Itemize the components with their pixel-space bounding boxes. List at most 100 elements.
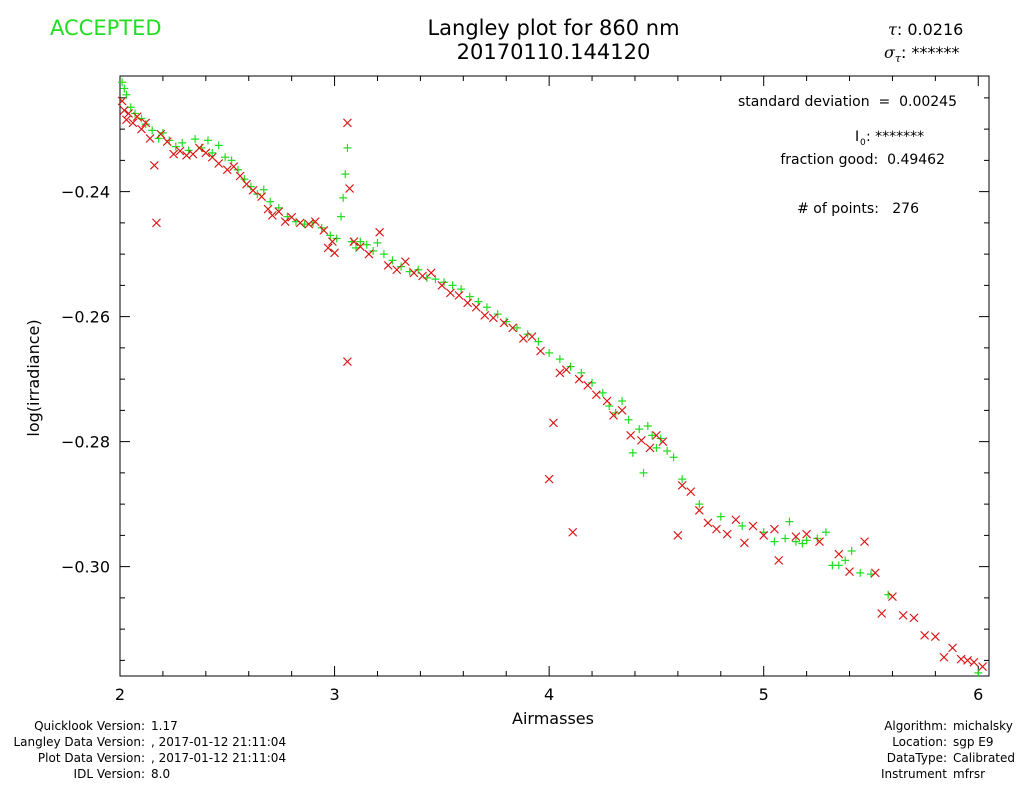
rejected-point-marker bbox=[400, 257, 410, 267]
good-point-marker bbox=[131, 109, 140, 118]
good-point-marker bbox=[203, 136, 212, 145]
rejected-point-marker bbox=[392, 265, 402, 275]
rejected-point-marker bbox=[969, 657, 979, 667]
good-point-marker bbox=[791, 537, 800, 546]
rejected-point-marker bbox=[137, 124, 146, 134]
rejected-point-marker bbox=[263, 204, 273, 214]
good-point-marker bbox=[648, 431, 657, 440]
good-point-marker bbox=[628, 448, 637, 457]
good-point-marker bbox=[388, 256, 397, 265]
chart-subtitle: 20170110.144120 bbox=[456, 40, 651, 64]
x-tick-label: 5 bbox=[759, 685, 769, 704]
good-point-marker bbox=[439, 278, 448, 287]
good-point-marker bbox=[343, 143, 352, 152]
y-tick-label: −0.30 bbox=[61, 558, 110, 577]
rejected-point-marker bbox=[343, 118, 352, 128]
data-points bbox=[117, 78, 987, 677]
good-point-marker bbox=[356, 237, 365, 246]
footer-label: Quicklook Version: bbox=[34, 719, 145, 733]
good-point-marker bbox=[482, 303, 491, 312]
tau-value: 0.0216 bbox=[907, 20, 964, 39]
rejected-point-marker bbox=[119, 105, 129, 115]
good-point-marker bbox=[465, 292, 474, 301]
footer-value: sgp E9 bbox=[953, 735, 994, 749]
good-point-marker bbox=[362, 240, 371, 249]
good-point-marker bbox=[171, 142, 180, 151]
rejected-point-marker bbox=[117, 96, 127, 106]
rejected-point-marker bbox=[963, 655, 972, 665]
rejected-point-marker bbox=[229, 162, 239, 172]
footer-label: Langley Data Version: bbox=[13, 735, 145, 749]
good-point-marker bbox=[221, 153, 230, 162]
rejected-point-marker bbox=[141, 118, 151, 128]
good-point-marker bbox=[618, 397, 627, 405]
rejected-point-marker bbox=[561, 365, 571, 375]
rejected-point-marker bbox=[201, 148, 211, 158]
good-point-marker bbox=[332, 234, 341, 243]
x-tick-label: 3 bbox=[329, 685, 339, 704]
plot-frame bbox=[119, 75, 990, 677]
good-point-marker bbox=[695, 500, 704, 509]
good-point-marker bbox=[369, 247, 378, 255]
good-point-marker bbox=[274, 203, 283, 212]
rejected-point-marker bbox=[939, 652, 949, 662]
good-point-marker bbox=[785, 517, 794, 526]
footer-instrument-info: Algorithm: michalsky Location: sgp E9 DataTy… bbox=[855, 718, 1015, 782]
rejected-point-marker bbox=[454, 290, 464, 300]
rejected-point-marker bbox=[355, 242, 365, 252]
rejected-point-marker bbox=[327, 237, 337, 247]
rejected-point-marker bbox=[759, 530, 769, 540]
sigma-symbol: σ bbox=[884, 43, 895, 62]
i0-value: : ******* bbox=[866, 129, 924, 145]
good-point-marker bbox=[448, 281, 457, 290]
good-point-marker bbox=[577, 368, 586, 377]
rejected-point-marker bbox=[169, 149, 179, 159]
y-tick-label: −0.28 bbox=[61, 433, 110, 452]
good-point-marker bbox=[555, 355, 564, 364]
rejected-point-marker bbox=[568, 527, 578, 537]
rejected-point-marker bbox=[978, 662, 987, 672]
rejected-point-marker bbox=[739, 538, 749, 548]
good-point-marker bbox=[738, 522, 747, 530]
rejected-point-marker bbox=[602, 396, 612, 406]
good-point-marker bbox=[821, 528, 830, 537]
rejected-point-marker bbox=[287, 212, 297, 222]
good-point-marker bbox=[534, 337, 543, 346]
good-point-marker bbox=[341, 170, 350, 179]
status-label: ACCEPTED bbox=[50, 16, 162, 40]
rejected-point-marker bbox=[488, 313, 498, 323]
rejected-point-marker bbox=[426, 268, 436, 278]
rejected-point-marker bbox=[686, 487, 696, 497]
footer-value: Calibrated bbox=[953, 751, 1016, 765]
num-points-annotation: # of points: 276 bbox=[797, 201, 919, 217]
fraction-good-annotation: fraction good: 0.49462 bbox=[780, 152, 945, 168]
good-point-marker bbox=[847, 547, 856, 555]
good-point-marker bbox=[663, 447, 672, 455]
y-tick-label: −0.26 bbox=[61, 308, 110, 327]
good-point-marker bbox=[234, 165, 243, 174]
footer-value: 8.0 bbox=[151, 767, 171, 781]
rejected-point-marker bbox=[920, 630, 930, 640]
good-point-marker bbox=[716, 512, 725, 521]
sigma-separator: : bbox=[901, 43, 907, 62]
rejected-point-marker bbox=[409, 268, 419, 278]
rejected-point-marker bbox=[536, 346, 545, 356]
rejected-point-marker bbox=[330, 248, 339, 258]
rejected-point-marker bbox=[364, 249, 374, 259]
rejected-point-marker bbox=[770, 524, 779, 534]
rejected-point-marker bbox=[898, 610, 908, 620]
rejected-point-marker bbox=[555, 368, 565, 378]
good-point-marker bbox=[397, 262, 406, 271]
tau-symbol: τ bbox=[888, 20, 897, 39]
std-dev-annotation: standard deviation = 0.00245 bbox=[738, 94, 957, 110]
rejected-point-marker bbox=[175, 146, 185, 156]
rejected-point-marker bbox=[527, 332, 537, 342]
good-point-marker bbox=[259, 185, 268, 194]
rejected-point-marker bbox=[617, 405, 627, 415]
good-point-marker bbox=[678, 475, 687, 484]
good-point-marker bbox=[856, 568, 865, 577]
footer-value: 1.17 bbox=[151, 719, 178, 733]
footer-value: , 2017-01-12 21:11:04 bbox=[151, 751, 287, 765]
rejected-point-marker bbox=[658, 437, 668, 447]
good-point-marker bbox=[379, 250, 388, 259]
